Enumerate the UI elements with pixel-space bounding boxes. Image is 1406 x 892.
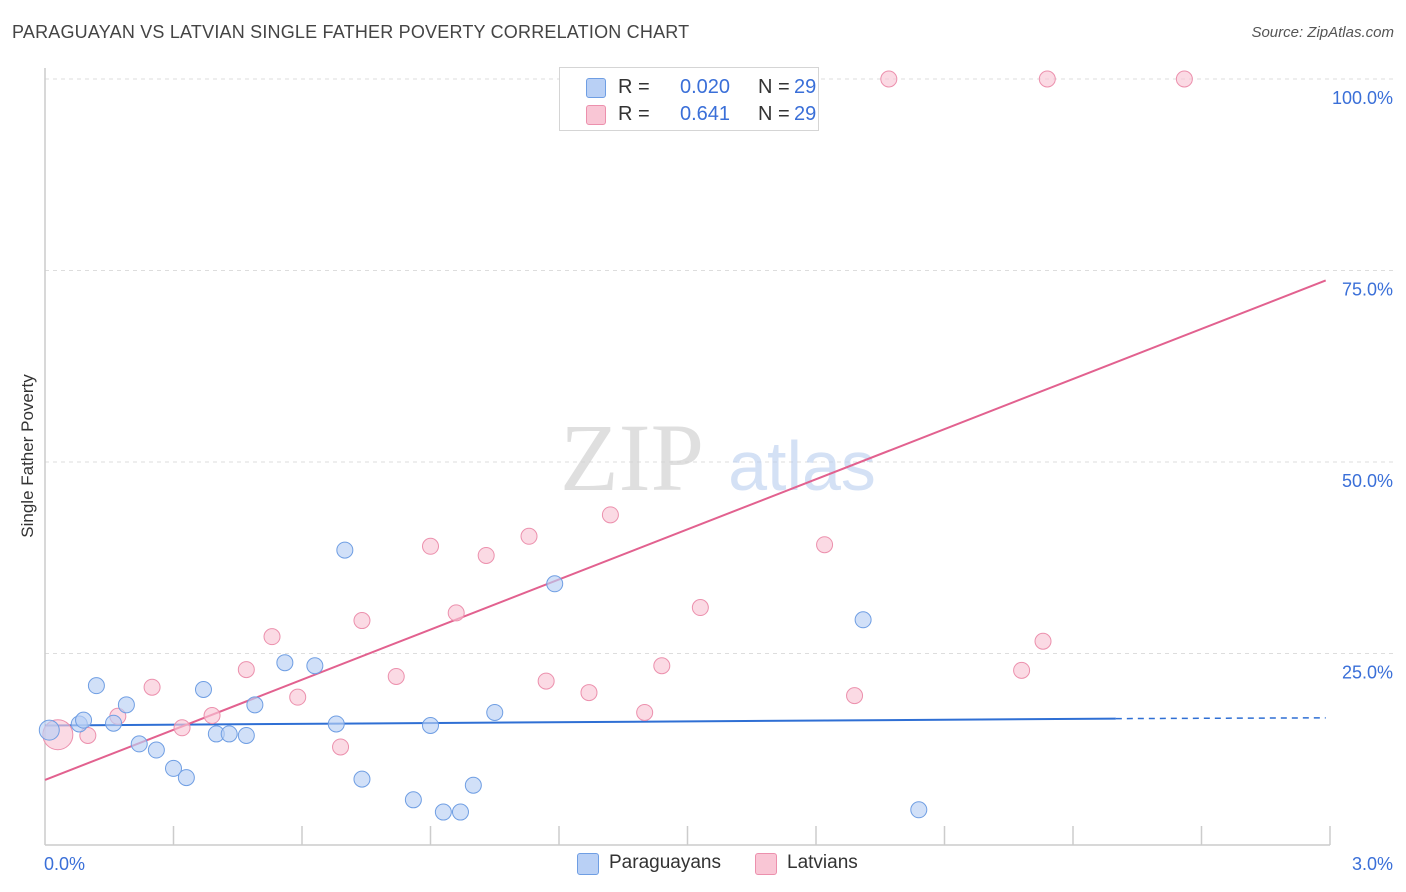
legend-n-label: N = [758,103,790,125]
latvians-point [1175,70,1193,88]
latvians-point [387,667,405,685]
latvians-point [289,688,307,706]
paraguayans-point [353,770,371,788]
paraguayans-point [105,714,123,732]
paraguayans-point [87,677,105,695]
legend-r-value: 0.641 [680,103,731,125]
legend-n-value: 29 [794,76,817,98]
paraguayans-point [451,803,469,821]
latvians-point [636,703,654,721]
paraguayans-point [246,696,264,714]
paraguayans-point [117,696,135,714]
y-tick-label: 50.0% [1342,471,1393,491]
paraguayans-point [194,681,212,699]
latvians-point [580,684,598,702]
latvians-point [353,612,371,630]
legend-r-label: R = [618,103,650,125]
x-tick-label: 0.0% [44,854,85,874]
latvians-point [880,70,898,88]
gridlines [45,78,1393,654]
paraguayans-point [75,711,93,729]
legend-n-label: N = [758,76,790,98]
paraguayans-point [306,657,324,675]
paraguayans-point [276,654,294,672]
paraguayans-point [327,715,345,733]
latvians-point [263,628,281,646]
latvians-point [520,527,538,545]
paraguayans-point [147,741,165,759]
latvians-point [601,506,619,524]
paraguayans-trend-extension [1115,717,1326,720]
tick-labels: 25.0% 50.0% 75.0% 100.0% 0.0% 3.0% [44,88,1393,874]
paraguayans-point [237,726,255,744]
legend-swatch-pink [586,105,606,125]
bottom-legend-label: Latvians [787,852,858,873]
latvians-point [332,738,350,756]
paraguayans-point [177,769,195,787]
latvians-point [653,657,671,675]
latvians-point [447,604,465,622]
paraguayans-point [464,776,482,794]
latvians-point [1034,632,1052,650]
latvians-point [422,537,439,555]
bottom-legend-swatch-pink [755,853,777,875]
axes [44,68,1331,846]
paraguayans-point [220,725,238,743]
legend-n-value: 29 [794,103,817,125]
latvians-trend-line [44,279,1327,781]
watermark-atlas: atlas [728,427,876,505]
trend-lines [44,279,1327,781]
watermark-zip: ZIP [560,404,704,511]
legend-r-label: R = [618,76,650,98]
y-tick-label: 100.0% [1332,88,1393,108]
paraguayans-point [165,759,182,777]
legend-r-value: 0.020 [680,76,731,98]
watermark: ZIP atlas [560,404,876,511]
bottom-legend-label: Paraguayans [609,852,721,873]
latvians-point [237,661,255,679]
chart-title: PARAGUAYAN VS LATVIAN SINGLE FATHER POVE… [12,22,690,42]
data-points [38,70,1193,821]
latvians-point [537,672,555,690]
latvians-point [477,546,495,564]
x-tick-label: 3.0% [1352,854,1393,874]
latvians-point [203,707,221,725]
latvians-point [691,599,709,617]
latvians-point [1013,661,1031,679]
latvians-point [1038,70,1056,88]
paraguayans-point [854,611,872,629]
correlation-legend: R = 0.020 N = 29 R = 0.641 N = 29 [559,67,819,131]
paraguayans-point [404,791,422,809]
paraguayans-point [38,719,60,741]
paraguayans-point [434,803,452,821]
paraguayans-point [910,801,928,819]
paraguayans-point [336,541,354,559]
paraguayans-point [486,703,504,721]
paraguayans-trend-line [44,717,1116,727]
latvians-point [816,536,834,554]
y-tick-label: 25.0% [1342,663,1393,683]
bottom-legend-swatch-blue [577,853,599,875]
source-credit: Source: ZipAtlas.com [1251,24,1394,41]
paraguayans-point [130,735,148,753]
latvians-point [143,678,161,696]
paraguayans-point [422,717,439,735]
y-axis-label: Single Father Poverty [18,374,37,538]
y-tick-label: 75.0% [1342,280,1393,300]
latvians-point [846,687,864,705]
paraguayans-point [546,575,564,593]
latvians-point [173,719,191,737]
legend-swatch-blue [586,78,606,98]
